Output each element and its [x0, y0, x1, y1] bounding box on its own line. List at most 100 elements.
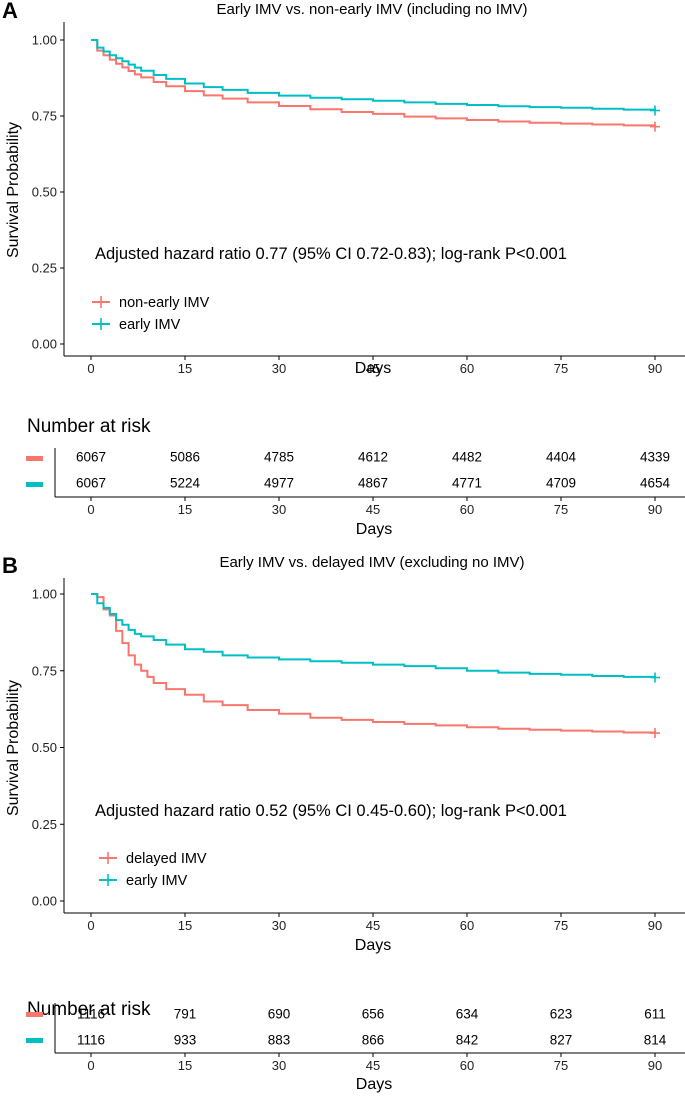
risk-cells: 1116 791 690 656 634 623 611 1116 933 883 866 842 82… [77, 1007, 667, 1048]
risk-table-title: Number at risk [27, 999, 151, 1020]
risk-cell: 933 [174, 1033, 197, 1048]
panel-letter: A [2, 0, 18, 23]
chart-title: Early IMV vs. delayed IMV (excluding no … [219, 554, 524, 571]
risk-cell: 4709 [546, 476, 576, 491]
y-tick-label: 0.25 [32, 261, 57, 276]
risk-strata-color-key [26, 482, 43, 487]
x-tick-label: 60 [460, 918, 474, 933]
risk-cell: 4867 [358, 476, 388, 491]
risk-cell: 883 [268, 1033, 291, 1048]
risk-cell: 866 [362, 1033, 385, 1048]
y-tick-label: 0.00 [32, 337, 57, 352]
x-tick-label: 45 [366, 918, 380, 933]
x-tick-label: 90 [648, 361, 662, 376]
x-tick-label: 60 [460, 361, 474, 376]
km-plot: 0 15 30 45 60 75 90 0.00 0.25 0.50 0.75 1.00 [32, 578, 685, 933]
risk-cell: 827 [550, 1033, 573, 1048]
risk-cells: 6067 5086 4785 4612 4482 4404 4339 6067 5224 4977… [76, 450, 671, 491]
y-tick-label: 1.00 [32, 33, 57, 48]
risk-x-tick-label: 45 [366, 1058, 380, 1073]
panel-letter: B [2, 553, 18, 578]
risk-axis-ticks: 0 15 30 45 60 75 90 [87, 1053, 662, 1073]
x-tick-label: 75 [554, 918, 568, 933]
legend: non-early IMV early IMV [92, 295, 210, 333]
axis-ticks: 0 15 30 45 60 75 90 0.00 0.25 0.50 0.75 1.00 [32, 587, 663, 934]
y-tick-label: 0.50 [32, 185, 57, 200]
panel-b: B Early IMV vs. delayed IMV (excluding n… [2, 553, 685, 1093]
x-tick-label: 75 [554, 361, 568, 376]
risk-cell: 6067 [76, 476, 106, 491]
y-tick-label: 0.25 [32, 817, 57, 832]
legend-label: delayed IMV [126, 851, 207, 867]
risk-cell: 623 [550, 1007, 573, 1022]
survival-curves [91, 593, 660, 739]
risk-cell: 4482 [452, 450, 482, 465]
risk-table-title: Number at risk [27, 416, 151, 437]
risk-cell: 1116 [77, 1007, 105, 1022]
x-axis-title: Days [355, 360, 391, 377]
risk-cell: 4977 [264, 476, 294, 491]
y-tick-label: 0.50 [32, 740, 57, 755]
risk-x-tick-label: 45 [366, 502, 380, 517]
risk-x-tick-label: 15 [178, 1058, 192, 1073]
risk-x-tick-label: 90 [648, 502, 662, 517]
risk-cell: 6067 [76, 450, 106, 465]
legend-item: non-early IMV [92, 295, 210, 311]
risk-axis-ticks: 0 15 30 45 60 75 90 [87, 497, 662, 517]
risk-x-axis-title: Days [356, 1076, 392, 1093]
risk-cell: 4612 [358, 450, 388, 465]
risk-strata-color-key [26, 1038, 43, 1043]
risk-cell: 4654 [640, 476, 671, 491]
risk-cell: 791 [174, 1007, 197, 1022]
hazard-ratio-annotation: Adjusted hazard ratio 0.77 (95% CI 0.72-… [95, 245, 567, 263]
y-tick-label: 0.75 [32, 663, 57, 678]
risk-x-tick-label: 0 [87, 502, 94, 517]
risk-cell: 634 [456, 1007, 479, 1022]
survival-curves [91, 39, 660, 132]
risk-x-axis-title: Days [356, 521, 392, 538]
legend-item: early IMV [92, 317, 181, 333]
x-tick-label: 15 [178, 918, 192, 933]
km-plot: 0 15 30 45 60 75 90 0.00 0.25 0.50 0.75 1.00 [32, 22, 685, 376]
survival-curve [91, 39, 656, 127]
risk-cell: 4771 [452, 476, 482, 491]
y-tick-label: 0.00 [32, 894, 57, 909]
risk-cell: 4785 [264, 450, 294, 465]
legend-item: delayed IMV [99, 851, 207, 867]
risk-cell: 5086 [170, 450, 200, 465]
x-tick-label: 90 [648, 918, 662, 933]
x-axis-title: Days [355, 937, 391, 954]
axis-ticks: 0 15 30 45 60 75 90 0.00 0.25 0.50 0.75 1.00 [32, 33, 663, 377]
risk-cell: 4339 [640, 450, 670, 465]
risk-x-tick-label: 30 [272, 1058, 286, 1073]
survival-curve [91, 593, 656, 734]
x-tick-label: 45 [366, 361, 380, 376]
risk-x-tick-label: 90 [648, 1058, 662, 1073]
risk-cell: 842 [456, 1033, 479, 1048]
x-tick-label: 0 [87, 361, 94, 376]
legend-label: early IMV [126, 873, 188, 889]
risk-x-tick-label: 60 [460, 502, 474, 517]
y-tick-label: 0.75 [32, 109, 57, 124]
legend-label: non-early IMV [119, 295, 210, 311]
risk-x-tick-label: 60 [460, 1058, 474, 1073]
x-tick-label: 30 [272, 361, 286, 376]
risk-table: Number at risk 1116 791 690 656 634 623 611111… [26, 999, 685, 1093]
risk-x-tick-label: 75 [554, 1058, 568, 1073]
risk-cell: 611 [644, 1007, 666, 1022]
x-tick-label: 0 [87, 918, 94, 933]
y-tick-label: 1.00 [32, 587, 57, 602]
x-tick-label: 15 [178, 361, 192, 376]
survival-curve [91, 593, 656, 678]
legend-item: early IMV [99, 873, 188, 889]
risk-x-tick-label: 0 [87, 1058, 94, 1073]
y-axis-title: Survival Probability [5, 122, 22, 258]
legend: delayed IMV early IMV [99, 851, 207, 889]
chart-title: Early IMV vs. non-early IMV (including n… [217, 1, 528, 18]
hazard-ratio-annotation: Adjusted hazard ratio 0.52 (95% CI 0.45-… [95, 802, 567, 820]
risk-cell: 5224 [170, 476, 201, 491]
risk-x-tick-label: 30 [272, 502, 286, 517]
risk-cell: 814 [644, 1033, 667, 1048]
risk-cell: 690 [268, 1007, 291, 1022]
